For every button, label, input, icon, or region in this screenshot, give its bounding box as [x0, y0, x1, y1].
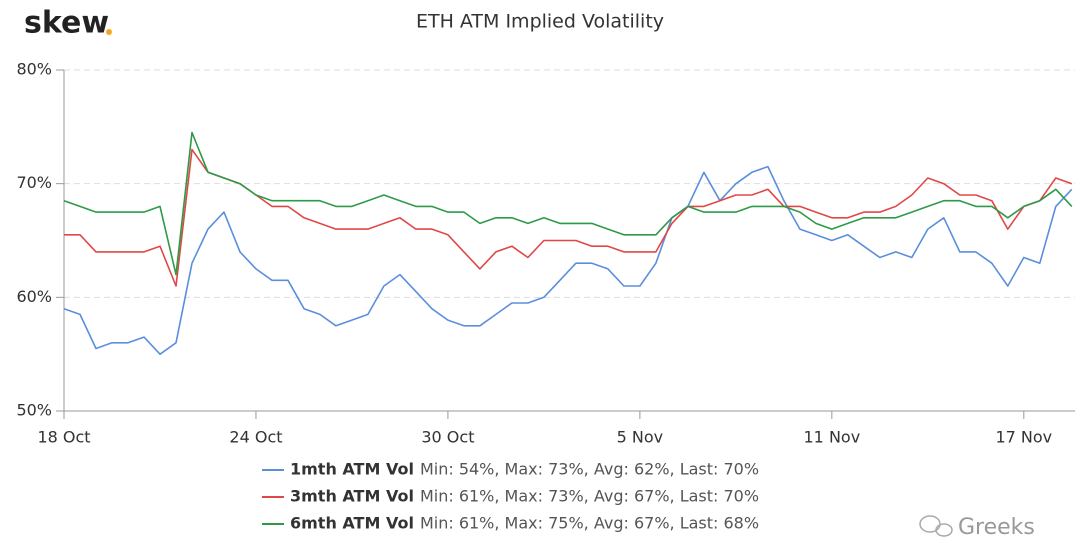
series-line — [63, 131, 1073, 276]
x-tick-label: 30 Oct — [421, 428, 474, 447]
series-line — [64, 148, 1073, 287]
legend-stats: Min: 54%, Max: 73%, Avg: 62%, Last: 70% — [420, 460, 759, 479]
x-tick-label: 17 Nov — [995, 428, 1052, 447]
watermark: Greeks — [958, 515, 1035, 540]
x-tick-label: 11 Nov — [804, 428, 861, 447]
watermark-icon — [919, 515, 953, 537]
y-tick-label: 60% — [16, 287, 52, 306]
y-tick-label: 50% — [16, 401, 52, 420]
y-tick-label: 80% — [16, 60, 52, 79]
y-tick-label: 70% — [16, 173, 52, 192]
logo: skew — [24, 6, 109, 41]
chart-title: ETH ATM Implied Volatility — [416, 11, 664, 33]
x-tick-label: 18 Oct — [37, 428, 90, 447]
legend-stats: Min: 61%, Max: 73%, Avg: 67%, Last: 70% — [420, 487, 759, 506]
legend-label: 6mth ATM Vol — [290, 514, 414, 533]
x-tick-label: 24 Oct — [229, 428, 282, 447]
x-tick-label: 5 Nov — [617, 428, 664, 447]
legend-label: 3mth ATM Vol — [290, 487, 414, 506]
logo-dot — [106, 29, 112, 35]
legend-stats: Min: 61%, Max: 75%, Avg: 67%, Last: 68% — [420, 514, 759, 533]
legend-label: 1mth ATM Vol — [290, 460, 414, 479]
series-line — [63, 165, 1073, 355]
